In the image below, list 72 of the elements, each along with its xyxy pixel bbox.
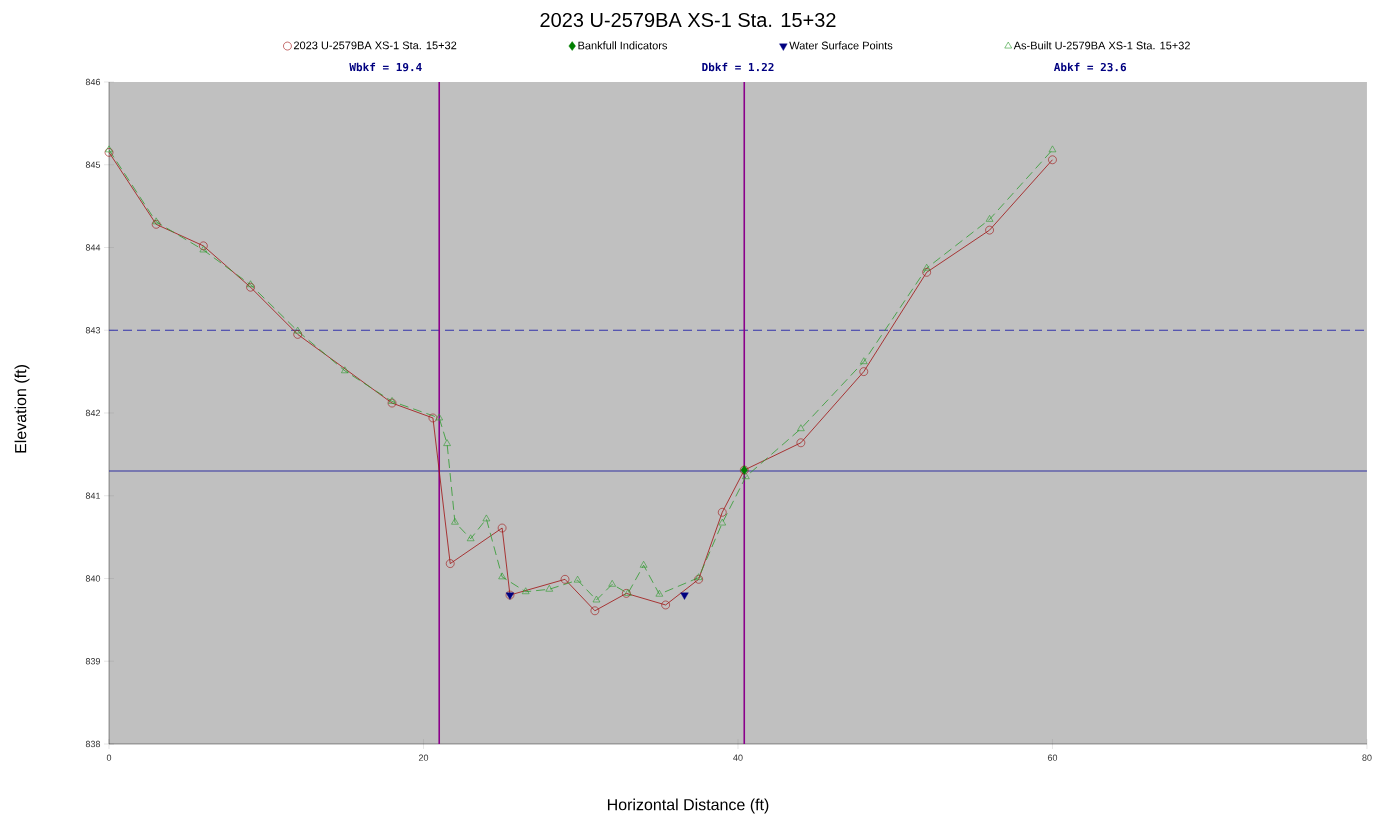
point [105, 145, 113, 153]
y-tick-label: 842 [85, 409, 101, 417]
point [655, 589, 664, 597]
point [199, 245, 208, 253]
point [573, 575, 582, 583]
point [152, 217, 160, 225]
point [718, 518, 727, 526]
y-tick-label: 845 [85, 161, 101, 168]
y-tick-label: 843 [85, 327, 101, 334]
point [985, 215, 994, 222]
point [293, 330, 302, 339]
point [428, 413, 438, 423]
point [590, 606, 600, 616]
point [521, 587, 530, 595]
point [608, 579, 616, 587]
point [497, 523, 507, 533]
point [451, 517, 459, 525]
text: Dbkf = 1.22 [702, 62, 774, 72]
point [545, 584, 554, 592]
x-tick-label: 0 [106, 754, 112, 761]
y-tick-label: 844 [85, 244, 101, 251]
x-tick-label: 40 [733, 754, 743, 761]
x-axis-title: Horizontal Distance (ft) [607, 798, 769, 814]
point [466, 534, 475, 542]
text: Abkf = 23.6 [1053, 62, 1127, 72]
point [985, 225, 994, 235]
y-tick-label: 841 [85, 492, 101, 499]
x-tick-label: 20 [418, 754, 429, 761]
point [1048, 145, 1057, 153]
y-tick-label: 840 [85, 575, 101, 582]
y-tick-label: 846 [85, 78, 101, 86]
point [592, 595, 601, 603]
point [445, 559, 455, 568]
y-axis-title: Elevation (ft) [14, 365, 30, 453]
point [104, 148, 114, 157]
point [341, 366, 349, 374]
y-tick-label: 839 [85, 658, 101, 665]
text: Wbkf = 19.4 [349, 62, 422, 72]
legend-label: As-Built U-2579BA XS-1 Sta. 15+32 [1013, 41, 1190, 50]
x-tick-label: 80 [1362, 754, 1372, 761]
point [498, 572, 506, 580]
point [922, 268, 931, 277]
x-tick-label: 60 [1047, 754, 1058, 761]
point [694, 575, 703, 584]
y-tick-label: 838 [85, 740, 101, 748]
point [560, 575, 570, 584]
point [860, 357, 868, 364]
point [717, 508, 727, 517]
point [435, 413, 443, 421]
point [797, 424, 805, 432]
point [388, 397, 396, 404]
legend-label: Water Surface Points [789, 41, 893, 50]
point [1048, 155, 1057, 165]
point [151, 220, 161, 229]
point [246, 280, 255, 288]
legend-label: Bankfull Indicators [578, 41, 668, 50]
point [387, 398, 397, 408]
legend-label: 2023 U-2579BA XS-1 Sta. 15+32 [293, 41, 457, 50]
point [796, 438, 806, 448]
point [661, 600, 670, 610]
point [680, 592, 689, 600]
point [482, 514, 491, 522]
point [922, 263, 931, 271]
point [742, 472, 750, 480]
point [859, 367, 869, 376]
point [639, 560, 648, 568]
point [199, 241, 208, 251]
point [694, 573, 703, 580]
point [246, 282, 255, 292]
chart-title: 2023 U-2579BA XS-1 Sta. 15+32 [540, 12, 836, 28]
point [293, 326, 302, 334]
point [443, 439, 451, 446]
